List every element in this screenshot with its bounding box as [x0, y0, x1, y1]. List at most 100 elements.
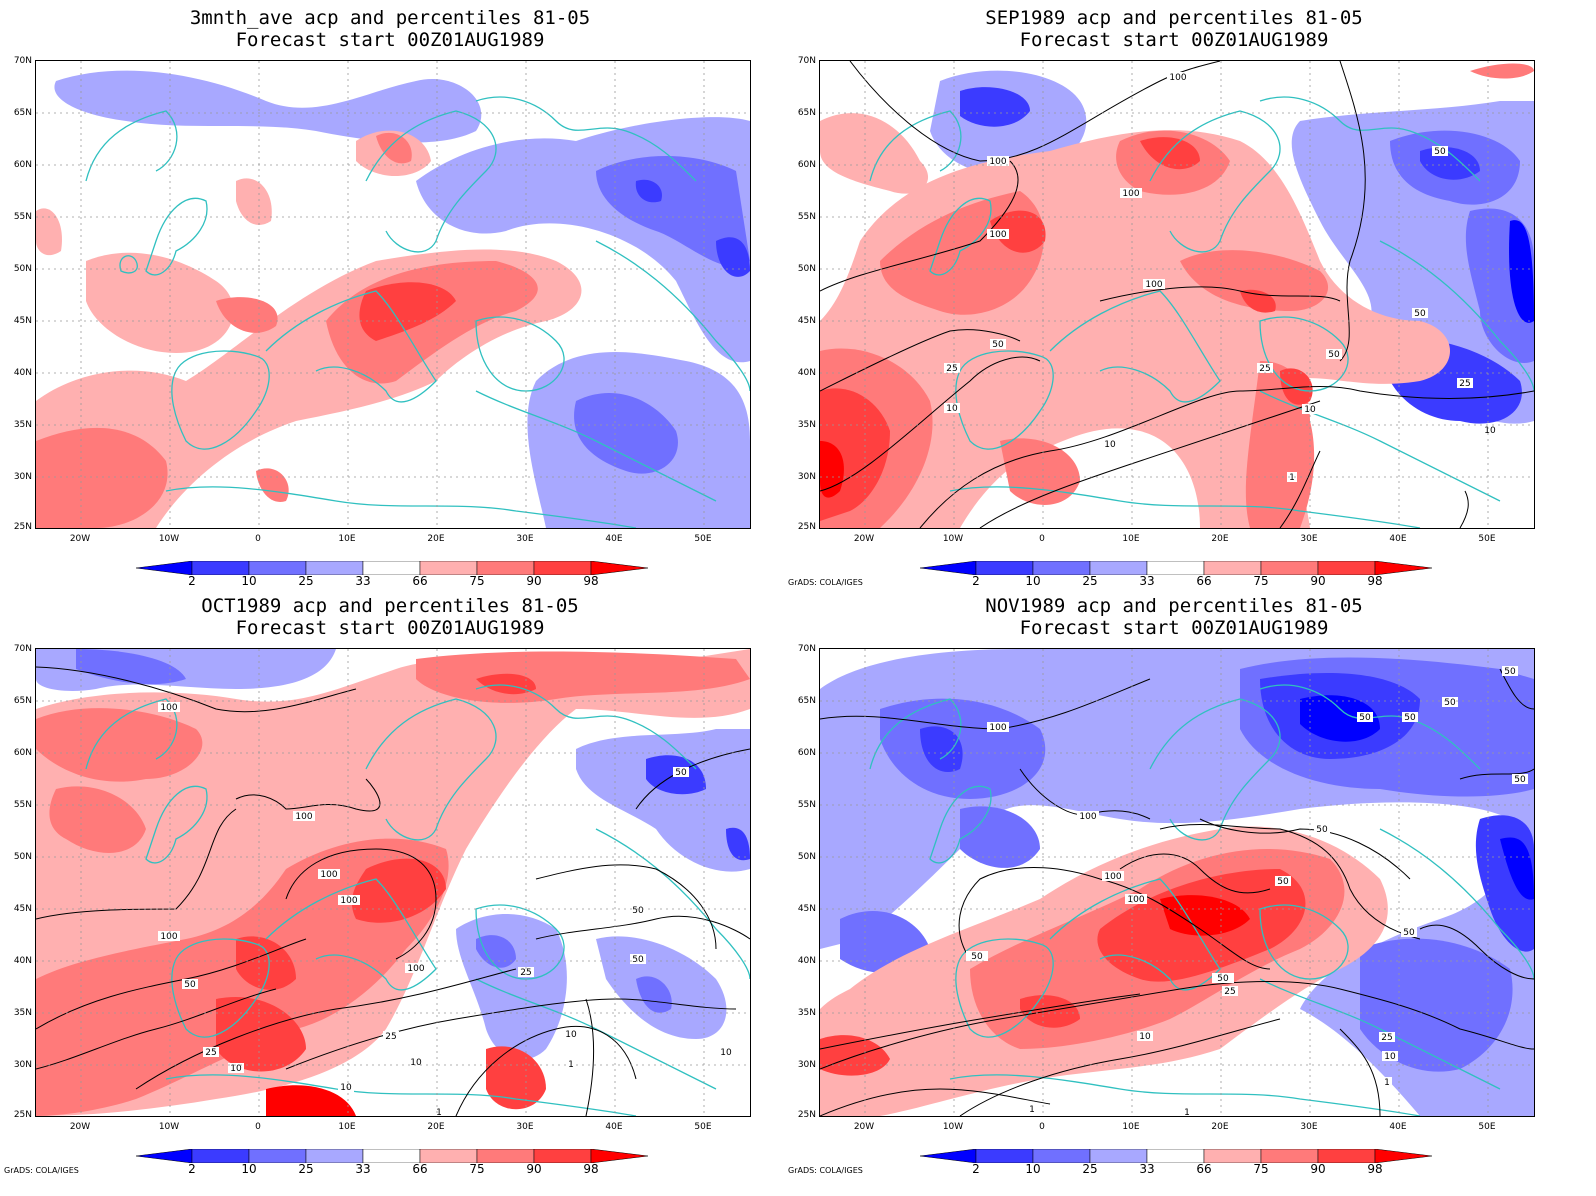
lon-label: 10E: [338, 1122, 356, 1132]
coastline-layer: [869, 684, 1534, 1116]
lat-label: 60N: [797, 748, 816, 758]
lat-label: 65N: [13, 696, 32, 706]
lon-label: 40E: [1389, 534, 1407, 544]
lon-label: 30E: [516, 534, 534, 544]
lat-label: 30N: [797, 472, 816, 482]
contour-label: 10: [1104, 440, 1116, 450]
lon-label: 30E: [516, 1122, 534, 1132]
lon-label: 0: [1039, 1122, 1045, 1132]
contour-labels: 100 100 100 100 100 100 50 50 50 50 25 2…: [158, 702, 734, 1116]
colorbar-label: 98: [583, 1162, 599, 1176]
lon-label: 0: [255, 534, 261, 544]
contour-label: 100: [1079, 812, 1096, 822]
panel-title: 3mnth_ave acp and percentiles 81-05: [189, 7, 591, 29]
lat-label: 45N: [13, 904, 32, 914]
contour-label: 10: [340, 1083, 352, 1093]
lon-label: 20E: [1211, 1122, 1229, 1132]
colorbar-svg: [135, 1148, 649, 1164]
lon-label: 0: [255, 1122, 261, 1132]
lat-label: 45N: [13, 316, 32, 326]
colorbar-label: 10: [241, 1162, 257, 1176]
colorbar-label: 10: [1025, 574, 1041, 588]
contour-label: 100: [989, 723, 1006, 733]
grads-credit: GrADS: COLA/IGES: [788, 578, 863, 587]
colorbar-svg: [919, 560, 1433, 576]
colorbar-label: 33: [1139, 1162, 1155, 1176]
lat-label: 25N: [13, 1110, 32, 1120]
colorbar-svg: [135, 560, 649, 576]
colorbar-label: 2: [972, 1162, 980, 1176]
shading-layer: [36, 70, 750, 528]
shading-layer: [820, 63, 1534, 528]
lat-label: 65N: [13, 108, 32, 118]
lat-label: 50N: [797, 852, 816, 862]
map-area: 100 100 100 100 50 50 50 50 50 50 50 50 …: [819, 648, 1535, 1117]
contour-label: 10: [946, 404, 958, 414]
lat-label: 70N: [797, 56, 816, 66]
colorbar-label: 25: [298, 1162, 314, 1176]
contour-label: 100: [1104, 872, 1121, 882]
panel-oct1989: OCT1989 acp and percentiles 81-05 Foreca…: [0, 588, 780, 1176]
colorbar-label: 25: [1082, 1162, 1098, 1176]
contour-label: 10: [565, 1030, 577, 1040]
lat-label: 60N: [13, 160, 32, 170]
contour-label: 1: [436, 1108, 442, 1116]
panel-subtitle: Forecast start 00Z01AUG1989: [235, 617, 545, 639]
contour-label: 100: [1122, 189, 1139, 199]
contour-label: 100: [989, 230, 1006, 240]
contour-label: 50: [1404, 713, 1416, 723]
colorbar-label: 75: [469, 1162, 485, 1176]
map-svg: 100 100 100 100 100 100 50 50 50 50 25 2…: [36, 649, 750, 1116]
contour-label: 50: [1359, 713, 1371, 723]
colorbar-label: 25: [1082, 574, 1098, 588]
colorbar: [784, 1148, 1564, 1178]
grads-credit: GrADS: COLA/IGES: [788, 1166, 863, 1175]
contour-label: 50: [632, 955, 644, 965]
lat-label: 55N: [13, 212, 32, 222]
colorbar-label: 2: [188, 1162, 196, 1176]
panel-nov1989: NOV1989 acp and percentiles 81-05 Foreca…: [784, 588, 1564, 1176]
lon-label: 50E: [1478, 1122, 1496, 1132]
contour-label: 100: [407, 964, 424, 974]
colorbar-label: 75: [469, 574, 485, 588]
lat-label: 35N: [797, 420, 816, 430]
colorbar-label: 2: [188, 574, 196, 588]
lat-label: 25N: [797, 1110, 816, 1120]
colorbar-label: 90: [526, 574, 542, 588]
lon-label: 50E: [694, 1122, 712, 1132]
contour-label: 50: [1403, 928, 1415, 938]
contour-label: 10: [1484, 426, 1496, 436]
contour-label: 50: [1414, 309, 1426, 319]
contour-label: 50: [1217, 974, 1229, 984]
lon-label: 10W: [942, 534, 964, 544]
contour-label: 50: [971, 952, 983, 962]
contour-label: 50: [184, 980, 196, 990]
lon-label: 20W: [853, 1122, 875, 1132]
colorbar-label: 33: [355, 574, 371, 588]
colorbar-label: 66: [1196, 574, 1212, 588]
lat-label: 50N: [797, 264, 816, 274]
lon-label: 10W: [158, 534, 180, 544]
contour-label: 1: [1184, 1108, 1190, 1116]
contour-label: 25: [1259, 364, 1270, 374]
contour-label: 50: [1328, 350, 1340, 360]
contour-label: 10: [720, 1048, 732, 1058]
shading-layer: [820, 649, 1534, 1116]
lat-label: 30N: [13, 472, 32, 482]
lat-label: 55N: [797, 800, 816, 810]
lon-label: 10E: [1122, 1122, 1140, 1132]
panel-title: SEP1989 acp and percentiles 81-05: [985, 7, 1363, 29]
lon-label: 0: [1039, 534, 1045, 544]
contour-labels: 100 100 100 100 100 50 50 50 50 25 25 10…: [944, 72, 1498, 483]
panel-3month: 3mnth_ave acp and percentiles 81-05 Fore…: [0, 0, 780, 588]
contour-label: 25: [1381, 1033, 1392, 1043]
colorbar-label: 66: [412, 574, 428, 588]
contour-label: 10: [1384, 1052, 1396, 1062]
grid-layer: [820, 61, 1534, 528]
contour-label: 10: [1139, 1032, 1151, 1042]
lon-label: 40E: [605, 534, 623, 544]
contour-label: 50: [675, 768, 687, 778]
lon-label: 20W: [853, 534, 875, 544]
lon-label: 40E: [1389, 1122, 1407, 1132]
lon-label: 20E: [427, 534, 445, 544]
